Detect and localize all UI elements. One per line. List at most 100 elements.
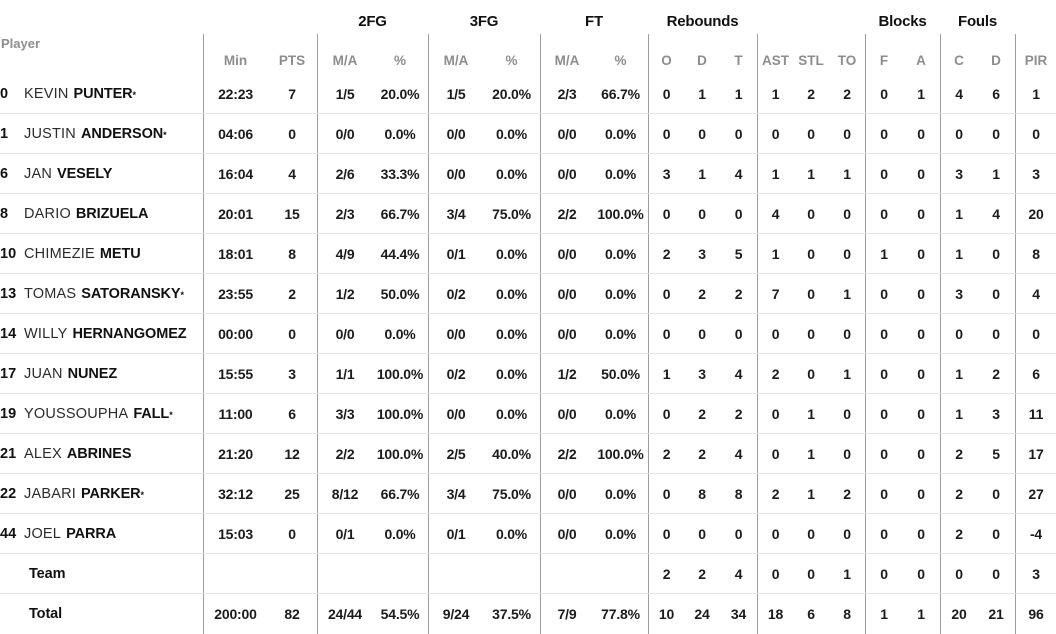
player-cell: 17 JUAN NUNEZ [0, 354, 203, 393]
cell-pts: 25 [284, 485, 300, 502]
cell-stl: 6 [807, 606, 815, 622]
cell-2fg-ma [317, 554, 372, 593]
cell-blocks-a: 0 [917, 445, 925, 462]
cell-ft-ma: 7/9 [540, 594, 593, 634]
cell-pir: 11 [1015, 394, 1056, 433]
column-header-reb-o: O [648, 34, 684, 74]
cell-reb-o: 0 [648, 74, 684, 113]
cell-ast: 7 [757, 274, 793, 313]
cell-ft-pct: 0.0% [604, 125, 637, 142]
cell-blocks-f: 1 [865, 234, 902, 273]
cell-to: 1 [843, 285, 851, 302]
cell-ft-pct [593, 554, 648, 593]
table-row: 21 ALEX ABRINES 21:20 12 2/2 100.0% 2/5 40… [0, 434, 1056, 474]
player-first-name: DARIO [24, 205, 71, 222]
cell-blocks-a: 1 [917, 606, 925, 622]
cell-ast: 18 [757, 594, 793, 634]
player-cell: Total [0, 594, 203, 634]
cell-min: 04:06 [203, 114, 267, 153]
cell-blocks-a: 0 [917, 405, 925, 422]
player-last-name: Total [29, 606, 63, 622]
cell-reb-o: 0 [648, 274, 684, 313]
cell-reb-o: 0 [648, 514, 684, 553]
cell-reb-t: 1 [734, 85, 743, 102]
column-header-pts: PTS [278, 53, 306, 68]
cell-stl: 0 [807, 525, 815, 542]
cell-fouls-c: 0 [940, 114, 977, 153]
cell-2fg-ma: 8/12 [317, 474, 372, 513]
cell-3fg-pct: 0.0% [495, 125, 528, 142]
cell-fouls-d: 0 [992, 525, 1000, 542]
cell-pts: 0 [288, 525, 296, 542]
cell-pts: 15 [284, 205, 300, 222]
column-header-3fg-pct: % [505, 53, 518, 68]
cell-reb-o: 0 [648, 474, 684, 513]
cell-fouls-c: 1 [940, 194, 977, 233]
cell-blocks-a: 0 [917, 245, 925, 262]
group-header-2fg: 2FG [358, 12, 387, 30]
cell-min: 16:04 [203, 154, 267, 193]
cell-reb-t: 0 [734, 125, 743, 142]
group-header-rebounds: Rebounds [666, 12, 739, 30]
jersey-number: 44 [0, 525, 17, 542]
cell-blocks-f: 0 [865, 194, 902, 233]
cell-blocks-f: 0 [865, 314, 902, 353]
cell-stl: 0 [807, 325, 815, 342]
cell-pts: 6 [288, 405, 296, 422]
player-cell: 10 CHIMEZIE METU [0, 234, 203, 273]
cell-min: 20:01 [203, 194, 267, 233]
cell-reb-d: 2 [698, 285, 706, 302]
cell-2fg-pct: 0.0% [384, 325, 416, 342]
column-header-reb-d: D [697, 53, 707, 68]
cell-min: 15:03 [203, 514, 267, 553]
cell-blocks-a: 0 [917, 325, 925, 342]
cell-3fg-pct: 20.0% [492, 85, 531, 102]
cell-2fg-ma: 24/44 [317, 594, 372, 634]
column-header-reb-t: T [734, 53, 743, 68]
cell-2fg-ma: 4/9 [317, 234, 372, 273]
cell-fouls-c: 1 [940, 354, 977, 393]
starter-indicator: * [140, 490, 145, 500]
cell-min [203, 554, 267, 593]
cell-ft-pct: 100.0% [597, 205, 644, 222]
column-header-to: TO [837, 53, 857, 68]
cell-fouls-d: 1 [992, 165, 1000, 182]
cell-reb-t: 4 [734, 165, 743, 182]
cell-ft-pct: 0.0% [604, 485, 637, 502]
cell-2fg-pct: 66.7% [380, 205, 420, 222]
cell-3fg-pct: 37.5% [492, 606, 531, 622]
player-last-name: ABRINES [66, 445, 132, 462]
player-cell: 8 DARIO BRIZUELA [0, 194, 203, 233]
cell-ft-ma: 0/0 [540, 114, 593, 153]
cell-to: 1 [843, 565, 851, 582]
cell-3fg-pct: 40.0% [492, 445, 531, 462]
starter-indicator: * [132, 90, 137, 100]
cell-blocks-a: 0 [917, 365, 925, 382]
cell-ft-pct: 66.7% [601, 85, 640, 102]
cell-reb-d: 2 [698, 405, 706, 422]
player-first-name: KEVIN [24, 85, 69, 102]
cell-ft-pct: 0.0% [604, 165, 637, 182]
cell-pts: 0 [288, 325, 296, 342]
cell-stl: 1 [807, 445, 815, 462]
cell-fouls-d: 0 [992, 245, 1000, 262]
player-cell: 19 YOUSSOUPHA FALL * [0, 394, 203, 433]
group-header-3fg: 3FG [469, 12, 499, 30]
cell-fouls-d: 5 [992, 445, 1000, 462]
cell-fouls-c: 2 [940, 514, 977, 553]
starter-indicator: * [180, 290, 184, 300]
cell-reb-d: 1 [698, 85, 706, 102]
table-row: 1 JUSTIN ANDERSON * 04:06 0 0/0 0.0% 0/0 0.… [0, 114, 1056, 154]
cell-min: 00:00 [203, 314, 267, 353]
cell-fouls-d: 0 [992, 325, 1000, 342]
cell-ft-ma: 0/0 [540, 154, 593, 193]
cell-reb-t: 2 [734, 405, 743, 422]
cell-ft-ma: 0/0 [540, 234, 593, 273]
cell-2fg-pct: 0.0% [384, 525, 416, 542]
jersey-number: 0 [0, 85, 9, 102]
cell-to: 0 [843, 245, 851, 262]
cell-blocks-a: 0 [917, 525, 925, 542]
cell-pir: 8 [1015, 234, 1056, 273]
cell-3fg-ma [428, 554, 483, 593]
player-first-name: JUAN [24, 365, 63, 382]
